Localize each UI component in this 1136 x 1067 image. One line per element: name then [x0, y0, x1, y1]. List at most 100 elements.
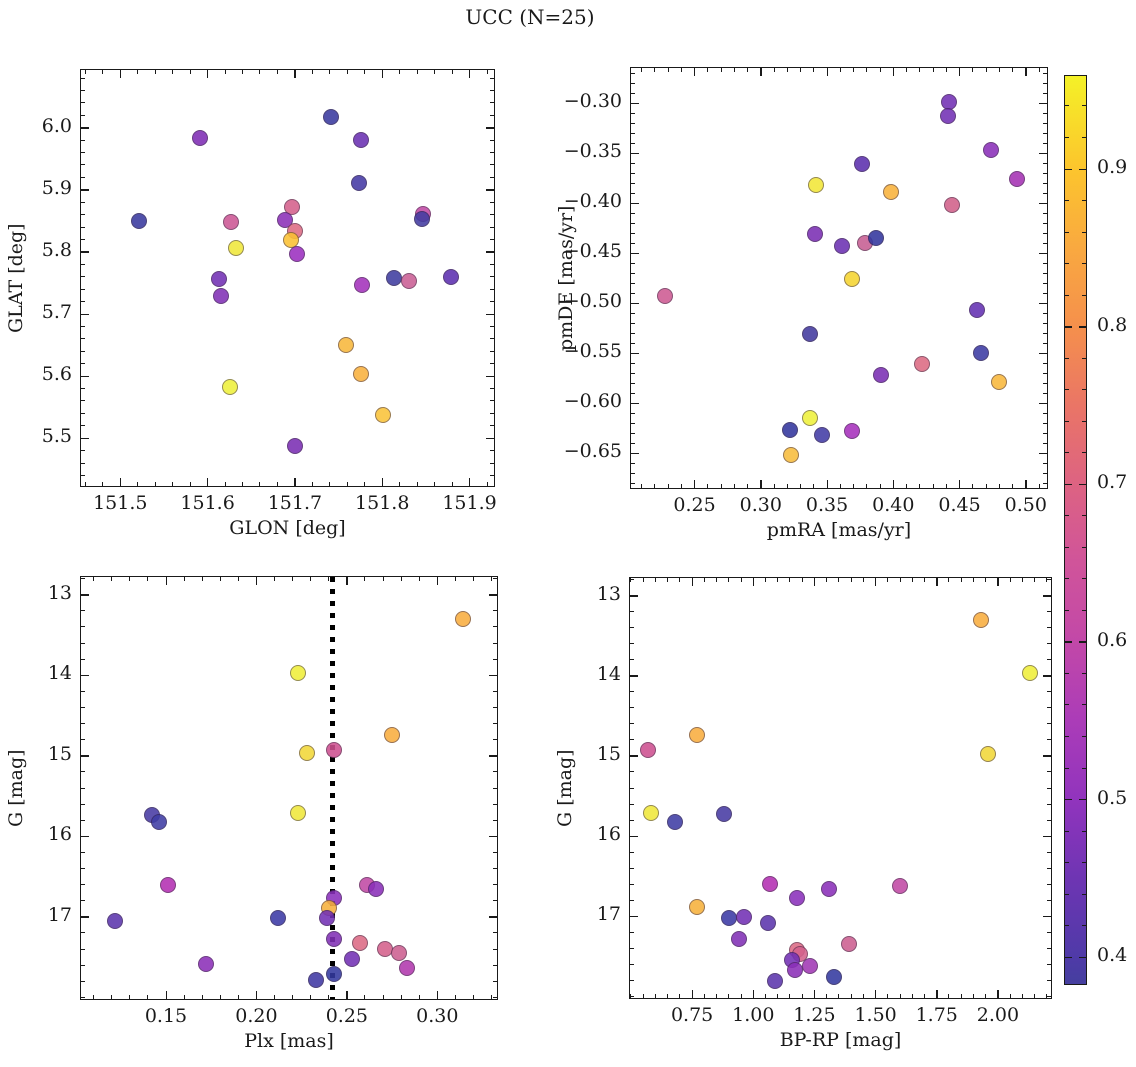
x-axis-label-glon: GLON [deg]: [229, 517, 346, 539]
x-minor-tick: [703, 578, 705, 582]
x-minor-tick: [346, 70, 348, 74]
x-minor-tick: [667, 68, 669, 72]
y-minor-tick: [631, 432, 635, 434]
data-point: [873, 367, 890, 383]
y-major-tick: [1039, 452, 1047, 454]
y-minor-tick: [1047, 659, 1051, 661]
y-minor-tick: [1043, 212, 1047, 214]
y-major-tick: [489, 835, 497, 838]
x-minor-tick: [800, 484, 802, 488]
data-point: [299, 745, 316, 762]
x-minor-tick: [948, 578, 950, 582]
y-minor-tick: [493, 658, 497, 660]
data-point: [715, 805, 732, 822]
y-minor-tick: [630, 803, 634, 805]
y-minor-tick: [1043, 292, 1047, 294]
x-minor-tick: [948, 994, 950, 998]
x-minor-tick: [328, 577, 330, 581]
x-minor-tick: [454, 577, 456, 581]
x-major-tick: [119, 70, 122, 78]
y-minor-tick: [490, 102, 494, 104]
y-minor-tick: [630, 867, 634, 869]
y-minor-tick: [630, 771, 634, 773]
x-minor-tick: [259, 482, 261, 486]
y-tick-label: 5.6: [41, 363, 72, 386]
y-minor-tick: [630, 883, 634, 885]
y-minor-tick: [81, 819, 85, 821]
y-minor-tick: [1043, 172, 1047, 174]
y-minor-tick: [630, 611, 634, 613]
data-point: [762, 876, 779, 893]
data-point: [767, 973, 784, 990]
data-point: [1021, 665, 1038, 682]
x-major-tick: [875, 578, 877, 586]
data-point: [759, 914, 776, 931]
data-point: [270, 909, 287, 926]
y-minor-tick: [1047, 707, 1051, 709]
y-tick-label: 5.5: [41, 425, 72, 448]
y-minor-tick: [1043, 372, 1047, 374]
colorbar-tick-label: 0.9: [1097, 156, 1128, 178]
y-major-tick: [81, 251, 89, 253]
colorbar-minor-tick: [1082, 263, 1086, 265]
x-minor-tick: [728, 578, 730, 582]
data-point: [972, 345, 989, 361]
x-minor-tick: [707, 484, 709, 488]
y-major-tick: [631, 152, 639, 154]
x-minor-tick: [274, 577, 276, 581]
x-tick-label: 151.6: [180, 492, 235, 514]
y-tick-label: −0.60: [563, 390, 622, 412]
x-minor-tick: [472, 995, 474, 999]
x-minor-tick: [985, 578, 987, 582]
y-major-tick: [81, 127, 89, 129]
y-minor-tick: [1047, 627, 1051, 629]
y-minor-tick: [490, 89, 494, 91]
x-minor-tick: [679, 578, 681, 582]
y-minor-tick: [81, 114, 85, 116]
colorbar-major-tick: [1065, 956, 1072, 959]
data-point: [821, 880, 838, 897]
colorbar-minor-tick: [1082, 546, 1086, 548]
x-minor-tick: [189, 482, 191, 486]
x-minor-tick: [667, 484, 669, 488]
y-major-tick: [486, 189, 494, 191]
y-major-tick: [81, 835, 89, 838]
y-minor-tick: [1043, 422, 1047, 424]
x-minor-tick: [911, 578, 913, 582]
y-minor-tick: [631, 272, 635, 274]
y-minor-tick: [81, 964, 85, 966]
x-minor-tick: [1034, 578, 1036, 582]
x-minor-tick: [642, 994, 644, 998]
x-minor-tick: [491, 577, 493, 581]
x-minor-tick: [400, 577, 402, 581]
y-minor-tick: [1047, 771, 1051, 773]
x-minor-tick: [201, 995, 203, 999]
data-point: [284, 199, 301, 216]
x-minor-tick: [850, 994, 852, 998]
colorbar-minor-tick: [1082, 736, 1086, 737]
y-minor-tick: [81, 932, 85, 934]
y-minor-tick: [631, 282, 635, 284]
x-minor-tick: [147, 577, 149, 581]
x-minor-tick: [813, 68, 815, 72]
data-point: [833, 238, 850, 254]
x-minor-tick: [740, 578, 742, 582]
x-major-tick: [436, 991, 439, 999]
x-minor-tick: [985, 994, 987, 998]
x-minor-tick: [667, 994, 669, 998]
y-minor-tick: [81, 350, 85, 352]
x-minor-tick: [839, 484, 841, 488]
data-point: [322, 108, 339, 125]
x-minor-tick: [418, 577, 420, 581]
x-minor-tick: [716, 578, 718, 582]
x-minor-tick: [765, 578, 767, 582]
y-minor-tick: [81, 851, 85, 853]
y-major-tick: [489, 674, 497, 677]
y-major-tick: [630, 755, 638, 757]
data-point: [844, 423, 861, 439]
x-minor-tick: [399, 482, 401, 486]
x-minor-tick: [491, 995, 493, 999]
colorbar-minor-tick: [1082, 578, 1086, 580]
data-point: [354, 277, 371, 294]
colorbar-minor-tick: [1065, 105, 1069, 107]
